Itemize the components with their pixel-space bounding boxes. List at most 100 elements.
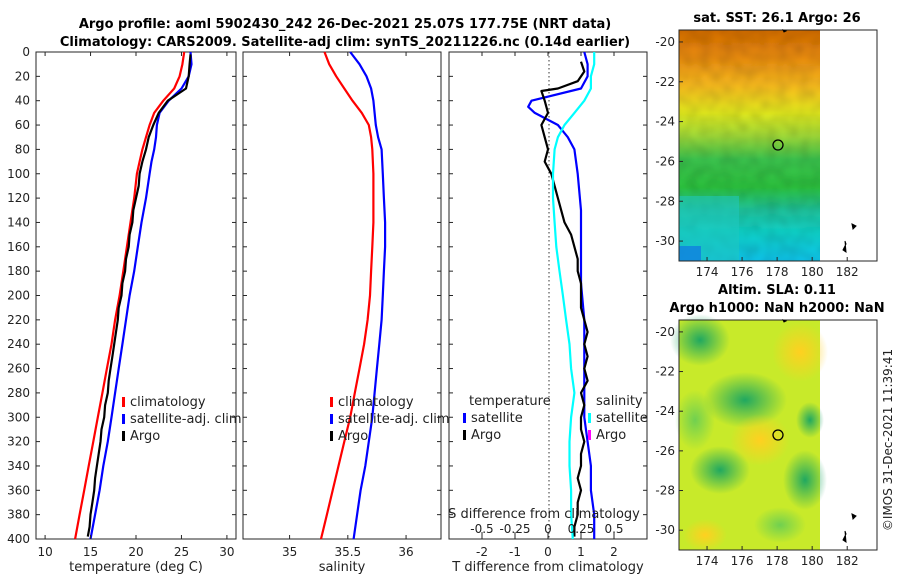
argo-location-marker — [772, 139, 784, 151]
s-diff-tick-label: 0.25 — [568, 522, 595, 536]
temperature-panel: 10 15 20 25 30 temperature (deg C) climatolo… — [35, 51, 242, 575]
difference-legend-left: temperature satellite Argo — [463, 394, 551, 443]
difference-series-salinity-satellite — [551, 52, 596, 540]
sst-cold-corner — [679, 246, 701, 261]
sst-map-frame — [678, 29, 878, 262]
salinity-panel: 35 35.5 36 salinity climatology satellite-… — [242, 51, 450, 575]
salinity-xlabel: salinity — [319, 560, 366, 575]
lat-tick-label: -22 — [655, 365, 675, 379]
legend-label-climatology: climatology — [338, 395, 414, 410]
depth-tick-label: 300 — [7, 410, 30, 424]
salinity-axes-frame — [242, 51, 442, 540]
lat-tick-label: -22 — [655, 75, 675, 89]
x-tick-label: 35.5 — [334, 545, 361, 559]
figure-title-line2: Climatology: CARS2009. Satellite-adj cli… — [60, 35, 630, 50]
legend-swatch-climatology — [122, 397, 125, 407]
depth-tick-label: 340 — [7, 459, 30, 473]
depth-tick-label: 160 — [7, 240, 30, 254]
legend-title-salinity: salinity — [596, 394, 643, 409]
sla-map-title-line2: Argo h1000: NaN h2000: NaN — [669, 301, 884, 316]
x-tick-label: 0 — [544, 545, 552, 559]
x-tick-label: 20 — [128, 545, 143, 559]
sla-map-frame — [678, 319, 878, 551]
legend-swatch-sal-argo — [588, 430, 591, 440]
lat-tick-label: -20 — [655, 325, 675, 339]
lat-tick-label: -28 — [655, 484, 675, 498]
salinity-series-climatology — [319, 51, 375, 540]
difference-legend-right: salinity satellite Argo — [588, 394, 648, 443]
lon-tick-label: 178 — [766, 265, 789, 279]
depth-tick-label: 100 — [7, 167, 30, 181]
lon-tick-label: 178 — [766, 554, 789, 568]
depth-tick-label: 200 — [7, 289, 30, 303]
lon-tick-label: 182 — [836, 554, 859, 568]
lat-tick-label: -30 — [655, 234, 675, 248]
s-diff-tick-label: 0.5 — [604, 522, 623, 536]
lon-tick-label: 180 — [801, 265, 824, 279]
x-tick-label: 10 — [37, 545, 52, 559]
depth-tick-label: 360 — [7, 483, 30, 497]
difference-xlabel: T difference from climatology — [451, 560, 644, 575]
legend-label-satellite: satellite-adj. clim — [338, 412, 450, 427]
lon-tick-label: 174 — [696, 554, 719, 568]
difference-axes-frame — [448, 51, 648, 540]
depth-tick-label: 0 — [22, 45, 30, 59]
s-diff-tick-label: 0 — [544, 522, 552, 536]
depth-tick-label: 320 — [7, 435, 30, 449]
sla-map-title-line1: Altim. SLA: 0.11 — [718, 283, 836, 298]
temperature-axes-frame — [35, 51, 237, 540]
figure-title-line1: Argo profile: aoml 5902430_242 26-Dec-20… — [79, 17, 611, 32]
depth-axis: 0 20 40 60 80 100 120 140 160 180 200 220 240 260 280 3… — [7, 45, 647, 546]
lat-tick-label: -24 — [655, 404, 675, 418]
legend-swatch-climatology — [330, 397, 333, 407]
legend-label-temp-argo: Argo — [471, 428, 501, 443]
lat-tick-label: -30 — [655, 523, 675, 537]
sst-map-title: sat. SST: 26.1 Argo: 26 — [693, 11, 860, 26]
sla-map: Altim. SLA: 0.11 Argo h1000: NaN h2000: … — [655, 283, 884, 568]
x-tick-label: 25 — [174, 545, 189, 559]
legend-label-sal-satellite: satellite — [596, 411, 648, 426]
x-tick-label: -2 — [476, 545, 488, 559]
depth-tick-label: 40 — [15, 94, 30, 108]
sst-map: sat. SST: 26.1 Argo: 26 174 176 178 180 182 -… — [655, 11, 878, 279]
x-tick-label: 30 — [219, 545, 234, 559]
legend-swatch-satellite — [330, 414, 333, 424]
lat-tick-label: -20 — [655, 35, 675, 49]
legend-swatch-argo — [122, 431, 125, 441]
salinity-legend: climatology satellite-adj. clim Argo — [330, 395, 450, 444]
x-tick-label: -1 — [509, 545, 521, 559]
depth-tick-label: 260 — [7, 362, 30, 376]
sla-anomaly-blobs — [670, 314, 828, 551]
depth-tick-label: 20 — [15, 69, 30, 83]
depth-tick-label: 240 — [7, 337, 30, 351]
depth-tick-label: 60 — [15, 118, 30, 132]
depth-tick-label: 120 — [7, 191, 30, 205]
s-difference-axis-label: S difference from climatology — [448, 507, 640, 522]
temperature-legend: climatology satellite-adj. clim Argo — [122, 395, 242, 444]
x-tick-label: 2 — [610, 545, 618, 559]
difference-panel: -2 -1 0 1 2 -0.5 -0.25 0 0.25 0.5 S difference f… — [448, 51, 648, 575]
depth-tick-label: 180 — [7, 264, 30, 278]
lon-tick-label: 174 — [696, 265, 719, 279]
lon-tick-label: 176 — [731, 554, 754, 568]
legend-swatch-satellite — [122, 414, 125, 424]
legend-title-temperature: temperature — [469, 394, 551, 409]
salinity-series-satellite-adj-clim — [349, 51, 387, 540]
lon-tick-label: 180 — [801, 554, 824, 568]
depth-tick-label: 380 — [7, 508, 30, 522]
legend-label-sal-argo: Argo — [596, 428, 626, 443]
legend-swatch-temp-argo — [463, 430, 466, 440]
legend-label-temp-satellite: satellite — [471, 411, 523, 426]
depth-tick-label: 220 — [7, 313, 30, 327]
lat-tick-label: -26 — [655, 444, 675, 458]
legend-label-argo: Argo — [338, 429, 368, 444]
difference-series-temperature-satellite — [527, 51, 596, 539]
lon-tick-label: 182 — [836, 265, 859, 279]
legend-swatch-sal-satellite — [588, 413, 591, 423]
legend-label-climatology: climatology — [130, 395, 206, 410]
s-diff-tick-label: -0.5 — [470, 522, 493, 536]
legend-label-satellite: satellite-adj. clim — [130, 412, 242, 427]
depth-tick-label: 400 — [7, 532, 30, 546]
legend-swatch-argo — [330, 431, 333, 441]
